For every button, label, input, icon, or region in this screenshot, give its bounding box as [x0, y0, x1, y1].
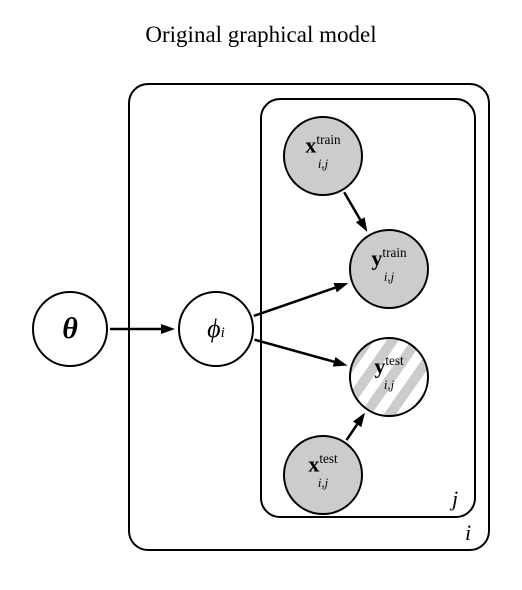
node-y_train: ytraini,j — [349, 229, 429, 309]
diagram-canvas: Original graphical model ij θ ϕi xtraini,j y… — [0, 0, 522, 590]
node-phi: ϕi — [178, 291, 254, 367]
node-label-phi: ϕi — [207, 315, 225, 342]
node-label-x_train: xtraini,j — [305, 133, 340, 180]
node-label-theta: θ — [62, 313, 78, 345]
plate-label-outer: i — [465, 520, 471, 546]
node-y_test: ytesti,j — [349, 337, 429, 417]
node-x_test: xtesti,j — [283, 435, 363, 515]
node-theta: θ — [32, 291, 108, 367]
plate-label-inner: j — [452, 486, 458, 512]
node-label-x_test: xtesti,j — [308, 452, 337, 499]
diagram-title: Original graphical model — [0, 22, 522, 48]
node-label-y_train: ytraini,j — [371, 246, 406, 293]
node-x_train: xtraini,j — [283, 116, 363, 196]
node-label-y_test: ytesti,j — [374, 354, 403, 401]
